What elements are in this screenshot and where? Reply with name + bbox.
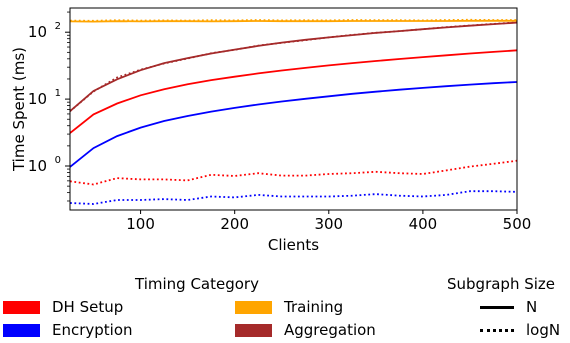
legend-item-training: Training (235, 298, 343, 316)
size-legend-title: Subgraph Size (447, 275, 556, 293)
x-tick-label: 200 (220, 215, 249, 233)
y-tick-exponent: 2 (55, 21, 61, 32)
training-swatch (235, 300, 272, 314)
legend-label-dh-setup: DH Setup (52, 298, 124, 316)
legend-label-encryption: Encryption (52, 321, 133, 339)
legend-label-training: Training (284, 298, 344, 316)
series-line-training-n (69, 19, 517, 23)
series-line-dh-setup-n (69, 49, 518, 134)
y-tick-label: 10 (28, 90, 47, 108)
y-axis-label: Time Spent (ms) (10, 47, 28, 172)
aggregation-swatch (235, 323, 272, 337)
encryption-swatch (3, 323, 40, 337)
y-tick-label: 10 (28, 23, 47, 41)
x-tick-label: 400 (409, 215, 438, 233)
y-tick-exponent: 0 (55, 155, 61, 166)
series-layer (69, 18, 518, 205)
timing-legend-title: Timing Category (135, 275, 259, 293)
series-line-aggregation-logn (69, 21, 518, 112)
legend-label-n: N (526, 298, 538, 316)
y-tick-label: 10 (28, 157, 47, 175)
series-line-dh-setup-logn (69, 159, 518, 186)
series-line-encryption-n (69, 81, 518, 168)
x-tick-label: 500 (503, 215, 532, 233)
plot-frame (69, 7, 518, 211)
legend-item-n: N (480, 298, 537, 316)
legend-label-aggregation: Aggregation (284, 321, 376, 339)
legend-item-aggregation: Aggregation (235, 321, 376, 339)
legend-label-logn: logN (526, 321, 561, 339)
legend-item-logn: logN (480, 321, 560, 339)
x-tick-label: 100 (126, 215, 155, 233)
solid-line-swatch (480, 305, 514, 309)
x-axis-label: Clients (268, 236, 319, 254)
plot-area (70, 8, 517, 210)
legend-item-encryption: Encryption (3, 321, 133, 339)
dh-setup-swatch (3, 300, 40, 314)
x-tick-label: 300 (314, 215, 343, 233)
legend-item-dh-setup: DH Setup (3, 298, 123, 316)
y-tick-exponent: 1 (55, 88, 61, 99)
series-line-encryption-logn (69, 190, 518, 205)
dotted-line-swatch (480, 328, 514, 332)
